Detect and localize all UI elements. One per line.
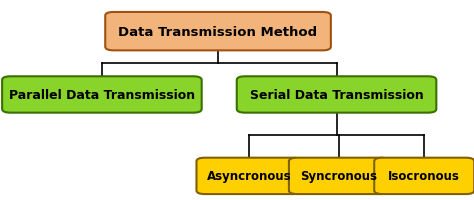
Text: Serial Data Transmission: Serial Data Transmission [250, 89, 423, 101]
FancyBboxPatch shape [196, 158, 301, 194]
FancyBboxPatch shape [289, 158, 389, 194]
FancyBboxPatch shape [374, 158, 474, 194]
FancyBboxPatch shape [105, 13, 331, 51]
FancyBboxPatch shape [237, 77, 436, 113]
Text: Isocronous: Isocronous [388, 170, 460, 182]
Text: Asyncronous: Asyncronous [207, 170, 291, 182]
FancyBboxPatch shape [2, 77, 201, 113]
Text: Syncronous: Syncronous [301, 170, 377, 182]
Text: Data Transmission Method: Data Transmission Method [118, 26, 318, 38]
Text: Parallel Data Transmission: Parallel Data Transmission [9, 89, 195, 101]
